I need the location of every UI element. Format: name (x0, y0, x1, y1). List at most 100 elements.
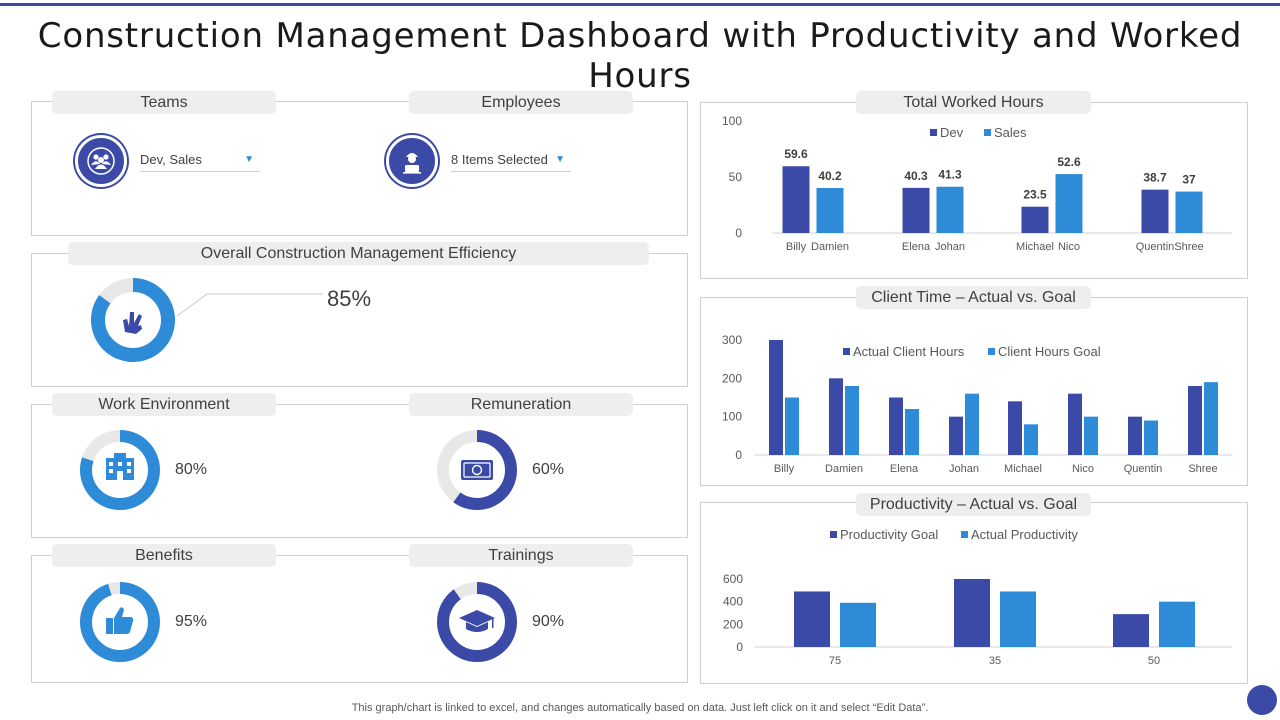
x-tick-label: 35 (989, 655, 1001, 667)
thumbs-up-icon (106, 607, 134, 634)
bar-series-0 (1068, 393, 1082, 455)
efficiency-donut (91, 278, 175, 362)
teams-header: Teams (52, 91, 276, 114)
building-icon (106, 453, 134, 480)
bar-dev (902, 187, 930, 233)
donut-arc (91, 278, 175, 362)
work-environment-value: 80% (175, 461, 208, 478)
worker-icon (386, 135, 438, 187)
chevron-down-icon: ▼ (555, 154, 565, 165)
bar-series-0 (1188, 386, 1202, 455)
bar-series-1 (1159, 601, 1195, 647)
efficiency-value: 85% (327, 286, 372, 311)
data-label: 40.3 (904, 169, 928, 183)
legend-swatch (988, 348, 995, 355)
benefits-value: 95% (175, 613, 208, 630)
efficiency-leader-line (176, 293, 323, 317)
data-label: 52.6 (1057, 155, 1081, 169)
benefits-header: Benefits (52, 544, 276, 567)
y-tick-label: 100 (722, 410, 742, 424)
x-tick-label: Nico (1058, 241, 1080, 253)
x-tick-label: Billy (786, 241, 807, 253)
employees-select-value: 8 Items Selected (451, 152, 548, 167)
legend-label: Sales (994, 125, 1027, 140)
x-tick-label: Michael (1016, 241, 1054, 253)
peace-hand-icon (123, 312, 142, 334)
trainings-value: 90% (532, 613, 565, 630)
employees-select[interactable]: 8 Items Selected ▼ (451, 148, 571, 172)
bar-series-0 (794, 591, 830, 647)
bar-series-1 (1000, 591, 1036, 647)
y-tick-label: 0 (735, 448, 742, 462)
bar-series-1 (905, 409, 919, 455)
x-tick-label: Johan (949, 463, 979, 475)
bar-series-1 (1084, 416, 1098, 455)
bar-series-1 (1204, 382, 1218, 455)
data-label: 59.6 (784, 147, 808, 161)
bar-sales (816, 187, 844, 233)
bar-series-1 (840, 602, 876, 647)
legend-swatch (830, 531, 837, 538)
team-icon (75, 135, 127, 187)
work-environment-header: Work Environment (52, 393, 276, 416)
legend-label: Actual Client Hours (853, 344, 965, 359)
legend-label: Productivity Goal (840, 527, 938, 542)
data-label: 38.7 (1143, 171, 1167, 185)
x-tick-label: Damien (825, 463, 863, 475)
benefits-donut (80, 582, 160, 662)
footnote: This graph/chart is linked to excel, and… (351, 702, 929, 714)
donut-arc (437, 582, 517, 662)
data-label: 40.2 (818, 169, 842, 183)
x-tick-label: Johan (935, 241, 965, 253)
trainings-donut (437, 582, 517, 662)
top-accent-line (0, 3, 1280, 6)
x-tick-label: Elena (890, 463, 919, 475)
teams-select-value: Dev, Sales (140, 152, 202, 167)
x-tick-label: Billy (774, 463, 795, 475)
x-tick-label: Shree (1174, 241, 1203, 253)
donut-arc (80, 430, 160, 510)
x-tick-label: Michael (1004, 463, 1042, 475)
employees-header: Employees (409, 91, 633, 114)
bar-dev (1021, 206, 1049, 233)
teams-select[interactable]: Dev, Sales ▼ (140, 148, 260, 172)
y-tick-label: 0 (736, 640, 743, 654)
x-tick-label: Nico (1072, 463, 1094, 475)
page-title: Construction Management Dashboard with P… (37, 16, 1243, 96)
data-label: 23.5 (1023, 188, 1047, 202)
productivity-chart: 0 200 400 600 Productivity Goal Actual Produc… (723, 527, 1232, 667)
x-tick-label: 75 (829, 655, 841, 667)
x-tick-label: Elena (902, 241, 931, 253)
bar-series-0 (949, 416, 963, 455)
legend-label: Client Hours Goal (998, 344, 1101, 359)
y-tick-label: 600 (723, 572, 743, 586)
bar-series-0 (1128, 416, 1142, 455)
client-time-header: Client Time – Actual vs. Goal (856, 286, 1091, 309)
bar-dev (782, 166, 810, 233)
y-tick-label: 50 (729, 170, 743, 184)
y-tick-label: 400 (723, 595, 743, 609)
x-tick-label: Quentin (1136, 241, 1175, 253)
bar-series-1 (785, 397, 799, 455)
remuneration-header: Remuneration (409, 393, 633, 416)
bar-sales (936, 186, 964, 233)
bar-series-1 (1144, 420, 1158, 455)
x-tick-label: Quentin (1124, 463, 1163, 475)
bar-sales (1055, 174, 1083, 233)
efficiency-header: Overall Construction Management Efficien… (68, 242, 649, 265)
bar-series-0 (889, 397, 903, 455)
y-tick-label: 200 (722, 371, 742, 385)
bar-series-0 (769, 340, 783, 455)
graduation-cap-icon (459, 610, 495, 632)
client-time-chart: 0 100 200 300 Actual Client Hours Client Hour… (722, 333, 1232, 475)
productivity-header: Productivity – Actual vs. Goal (856, 493, 1091, 516)
y-tick-label: 100 (722, 114, 742, 128)
bar-series-1 (845, 386, 859, 455)
bar-dev (1141, 189, 1169, 233)
filters-panel (31, 101, 688, 236)
bar-series-0 (954, 579, 990, 647)
y-tick-label: 200 (723, 617, 743, 631)
worked-hours-header: Total Worked Hours (856, 91, 1091, 114)
bar-series-0 (1008, 401, 1022, 455)
legend-swatch (843, 348, 850, 355)
